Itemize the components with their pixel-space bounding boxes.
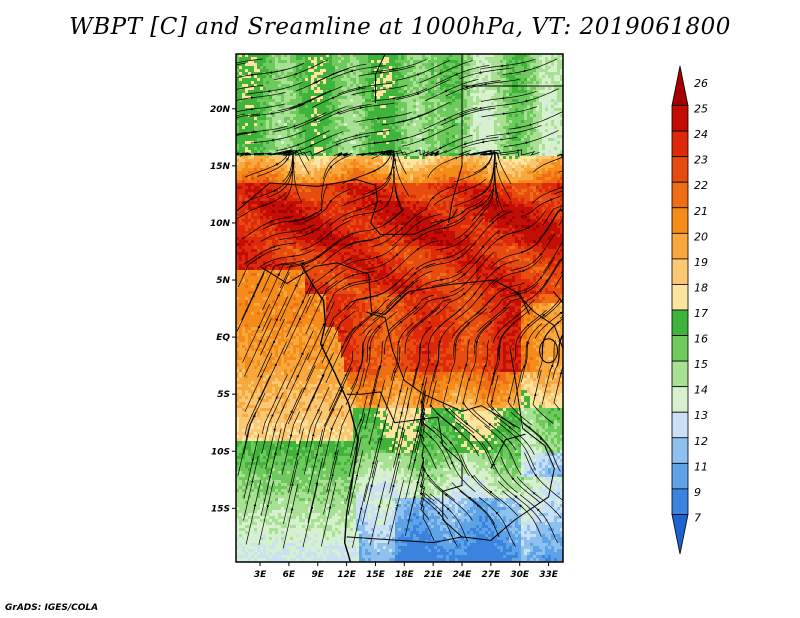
lon-tick-label: 18E	[395, 570, 415, 580]
lon-tick-label: 15E	[366, 570, 386, 580]
colorbar-label: 9	[694, 486, 701, 499]
colorbar: 26 25 24 23 22 21 20 19 18 17 16 15 14 13 12 11 9 7	[671, 65, 708, 555]
lat-tick-label: 10N	[210, 219, 231, 229]
colorbar-label: 16	[694, 333, 708, 346]
colorbar-swatch	[671, 462, 689, 490]
colorbar-label: 24	[694, 128, 708, 141]
colorbar-label: 21	[694, 205, 708, 218]
colorbar-swatch	[671, 156, 689, 183]
colorbar-swatch	[671, 181, 689, 209]
colorbar-label: 25	[694, 103, 708, 116]
map-frame	[235, 53, 564, 563]
lat-tick-label: 15N	[210, 162, 231, 172]
colorbar-swatch	[671, 258, 689, 285]
colorbar-label: 14	[694, 384, 708, 397]
colorbar-swatch	[671, 488, 689, 515]
colorbar-swatch	[671, 105, 689, 132]
lat-tick-label: 20N	[210, 105, 231, 115]
colorbar-label: 15	[694, 358, 708, 371]
lon-tick-label: 24E	[453, 570, 473, 580]
lat-tick-label: 10S	[211, 447, 230, 457]
axis-ticks: 20N 15N 10N 5N EQ 5S 10S 15S 3E 6E 9E 12E 15E 18E 21E 2…	[210, 105, 559, 580]
colorbar-swatch	[671, 207, 689, 234]
lat-tick-label: 5N	[216, 276, 230, 286]
lon-tick-label: 3E	[254, 570, 267, 580]
colorbar-label: 22	[694, 179, 708, 192]
lon-tick-label: 30E	[510, 570, 530, 580]
lon-tick-label: 21E	[424, 570, 444, 580]
lon-tick-label: 33E	[539, 570, 559, 580]
colorbar-label: 18	[694, 281, 708, 294]
lat-tick-label: 15S	[211, 504, 230, 514]
country-borders	[236, 54, 563, 562]
lat-tick-label: EQ	[216, 333, 230, 343]
lon-tick-label: 6E	[283, 570, 296, 580]
colorbar-swatch	[671, 130, 689, 158]
colorbar-swatch	[671, 309, 689, 336]
colorbar-swatch	[671, 411, 689, 439]
colorbar-swatch	[671, 360, 689, 388]
colorbar-label: 20	[694, 230, 708, 243]
colorbar-label: 17	[694, 307, 708, 320]
colorbar-swatch	[671, 232, 689, 260]
colorbar-swatch	[671, 335, 689, 362]
colorbar-label: 19	[694, 256, 708, 269]
colorbar-swatch	[671, 386, 689, 413]
chart-title: WBPT [C] and Sreamline at 1000hPa, VT: 2…	[69, 14, 731, 40]
colorbar-swatch	[671, 284, 689, 311]
colorbar-swatch	[671, 514, 689, 555]
colorbar-label: 23	[694, 154, 708, 167]
colorbar-label: 13	[694, 409, 708, 422]
colorbar-label: 12	[694, 435, 708, 448]
colorbar-swatch	[671, 437, 689, 464]
colorbar-label: 7	[694, 511, 701, 524]
lat-tick-label: 5S	[217, 390, 230, 400]
colorbar-label: 11	[694, 460, 708, 473]
lon-tick-label: 27E	[482, 570, 502, 580]
lon-tick-label: 9E	[312, 570, 325, 580]
grads-credit: GrADS: IGES/COLA	[5, 603, 99, 613]
colorbar-label: 26	[694, 77, 708, 90]
streamlines	[236, 58, 563, 549]
colorbar-swatch	[671, 65, 689, 106]
lon-tick-label: 12E	[337, 570, 357, 580]
